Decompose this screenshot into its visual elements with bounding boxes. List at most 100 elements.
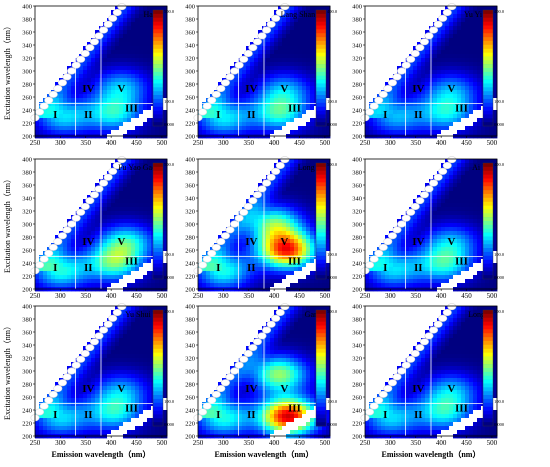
heatmap-cell <box>147 195 152 200</box>
heatmap-cell <box>39 227 44 232</box>
heatmap-cell <box>365 22 370 27</box>
heatmap-cell <box>35 42 40 47</box>
heatmap-cell <box>286 78 291 83</box>
heatmap-cell <box>47 263 52 268</box>
heatmap-cell <box>210 34 215 39</box>
heatmap-cell <box>147 167 152 172</box>
heatmap-cell <box>123 10 128 15</box>
heatmap-cell <box>103 259 108 264</box>
heatmap-cell <box>290 22 295 27</box>
heatmap-cell <box>111 283 116 288</box>
heatmap-cell <box>111 239 116 244</box>
heatmap-cell <box>461 118 466 123</box>
heatmap-cell <box>365 70 370 75</box>
heatmap-cell <box>214 86 219 91</box>
heatmap-cell <box>238 18 243 23</box>
colorbar-step <box>483 83 493 88</box>
heatmap-cell <box>35 106 40 111</box>
heatmap-cell <box>75 118 80 123</box>
heatmap-cell <box>409 102 414 107</box>
heatmap-cell <box>83 74 88 79</box>
heatmap-cell <box>405 46 410 51</box>
heatmap-cell <box>210 30 215 35</box>
heatmap-cell <box>477 6 482 11</box>
heatmap-cell <box>369 126 374 131</box>
x-ticks: 250 300 350 400 450 500 <box>30 289 168 300</box>
heatmap-cell <box>71 34 76 39</box>
heatmap-cell <box>155 6 160 11</box>
heatmap-cell <box>95 6 100 11</box>
heatmap-cell <box>433 102 438 107</box>
heatmap-cell <box>326 38 331 43</box>
heatmap-cell <box>111 243 116 248</box>
heatmap-cell <box>79 187 84 192</box>
heatmap-cell <box>322 126 327 131</box>
heatmap-cell <box>95 219 100 224</box>
heatmap-cell <box>310 38 315 43</box>
heatmap-cell <box>111 86 116 91</box>
heatmap-cell <box>286 74 291 79</box>
colorbar-step <box>316 102 326 107</box>
heatmap-cell <box>302 126 307 131</box>
heatmap-cell <box>441 22 446 27</box>
heatmap-cell <box>119 98 124 103</box>
heatmap-cell <box>35 90 40 95</box>
heatmap-cell <box>63 183 68 188</box>
heatmap-cell <box>75 167 80 172</box>
heatmap-cell <box>401 122 406 127</box>
heatmap-cell <box>493 42 498 47</box>
heatmap-cell <box>278 98 283 103</box>
heatmap-cell <box>143 58 148 63</box>
heatmap-cell <box>218 211 223 216</box>
heatmap-cell <box>365 106 370 111</box>
heatmap-cell <box>163 70 168 75</box>
heatmap-cell <box>242 34 247 39</box>
heatmap-cell <box>107 255 112 260</box>
heatmap-cell <box>67 271 72 276</box>
heatmap-cell <box>115 239 120 244</box>
heatmap-cell <box>55 102 60 107</box>
heatmap-cell <box>47 203 52 208</box>
scatter-marker <box>57 79 67 87</box>
heatmap-cell <box>457 126 462 131</box>
heatmap-cell <box>75 50 80 55</box>
colorbar-step <box>316 91 326 96</box>
heatmap-cell <box>234 54 239 59</box>
heatmap-cell <box>457 38 462 43</box>
heatmap-cell <box>453 54 458 59</box>
heatmap-cell <box>75 231 80 236</box>
heatmap-cell <box>206 271 211 276</box>
heatmap-cell <box>67 183 72 188</box>
heatmap-cell <box>294 54 299 59</box>
heatmap-cell <box>326 6 331 11</box>
heatmap-cell <box>453 114 458 119</box>
heatmap-cell <box>461 110 466 115</box>
heatmap-cell <box>59 283 64 288</box>
heatmap-cell <box>91 247 96 252</box>
y-tick-label: 280 <box>185 81 195 88</box>
heatmap-cell <box>218 66 223 71</box>
heatmap-cell <box>266 46 271 51</box>
heatmap-cell <box>47 231 52 236</box>
heatmap-cell <box>147 179 152 184</box>
heatmap-cell <box>453 62 458 67</box>
heatmap-cell <box>147 62 152 67</box>
heatmap-cell <box>87 163 92 168</box>
heatmap-cell <box>83 231 88 236</box>
heatmap-cell <box>210 171 215 176</box>
heatmap-cell <box>79 114 84 119</box>
heatmap-cell <box>43 207 48 212</box>
heatmap-cell <box>254 54 259 59</box>
heatmap-cell <box>461 90 466 95</box>
heatmap-cell <box>139 18 144 23</box>
heatmap-cell <box>163 267 168 272</box>
heatmap-cell <box>111 179 116 184</box>
heatmap-cell <box>103 235 108 240</box>
heatmap-cell <box>210 211 215 216</box>
heatmap-cell <box>210 159 215 164</box>
heatmap-cell <box>39 70 44 75</box>
heatmap-cell <box>47 30 52 35</box>
heatmap-cell <box>469 98 474 103</box>
heatmap-cell <box>67 199 72 204</box>
